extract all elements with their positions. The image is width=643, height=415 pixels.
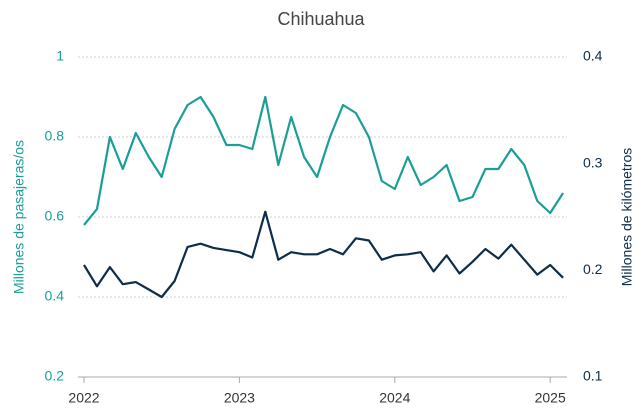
y-tick-label: 1 (56, 48, 64, 64)
y-tick-label: 0.2 (45, 368, 65, 384)
y-tick-label: 0.8 (45, 128, 65, 144)
y2-tick-label: 0.1 (583, 368, 603, 384)
y2-tick-label: 0.2 (583, 261, 603, 277)
series-line (83, 210, 564, 299)
y2-axis-label: Millones de kilómetros (619, 148, 635, 287)
y-tick-label: 0.6 (45, 208, 65, 224)
y2-tick-label: 0.4 (583, 48, 603, 64)
x-tick-label: 2025 (535, 390, 566, 406)
y-axis-label: Millones de pasajeras/os (11, 140, 27, 294)
x-tick-label: 2022 (68, 390, 99, 406)
y-tick-label: 0.4 (45, 288, 65, 304)
x-tick-label: 2023 (224, 390, 255, 406)
series-line (83, 95, 565, 226)
chart-title: Chihuahua (277, 9, 365, 29)
y2-tick-label: 0.3 (583, 154, 603, 170)
x-tick-label: 2024 (379, 390, 410, 406)
